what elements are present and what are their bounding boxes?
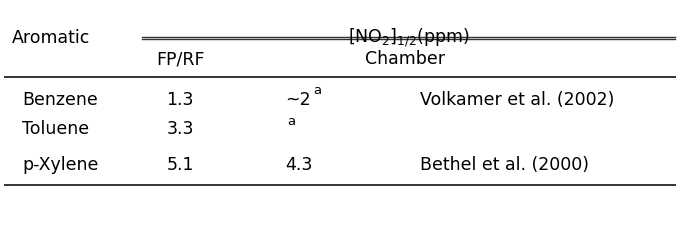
Text: Bethel et al. (2000): Bethel et al. (2000) bbox=[420, 156, 589, 174]
Text: ~2: ~2 bbox=[285, 91, 311, 109]
Text: 3.3: 3.3 bbox=[166, 120, 194, 138]
Text: 4.3: 4.3 bbox=[285, 156, 312, 174]
Text: 5.1: 5.1 bbox=[166, 156, 194, 174]
Text: 1.3: 1.3 bbox=[166, 91, 194, 109]
Text: $[\mathrm{NO_2}]_{1/2}(\mathrm{ppm})$: $[\mathrm{NO_2}]_{1/2}(\mathrm{ppm})$ bbox=[348, 27, 469, 49]
Text: FP/RF: FP/RF bbox=[156, 50, 204, 68]
Text: Benzene: Benzene bbox=[22, 91, 98, 109]
Text: Volkamer et al. (2002): Volkamer et al. (2002) bbox=[420, 91, 615, 109]
Text: Toluene: Toluene bbox=[22, 120, 89, 138]
Text: a: a bbox=[287, 114, 295, 128]
Text: Aromatic: Aromatic bbox=[12, 29, 90, 47]
Text: p-Xylene: p-Xylene bbox=[22, 156, 99, 174]
Text: a: a bbox=[313, 83, 321, 96]
Text: Chamber: Chamber bbox=[365, 50, 445, 68]
